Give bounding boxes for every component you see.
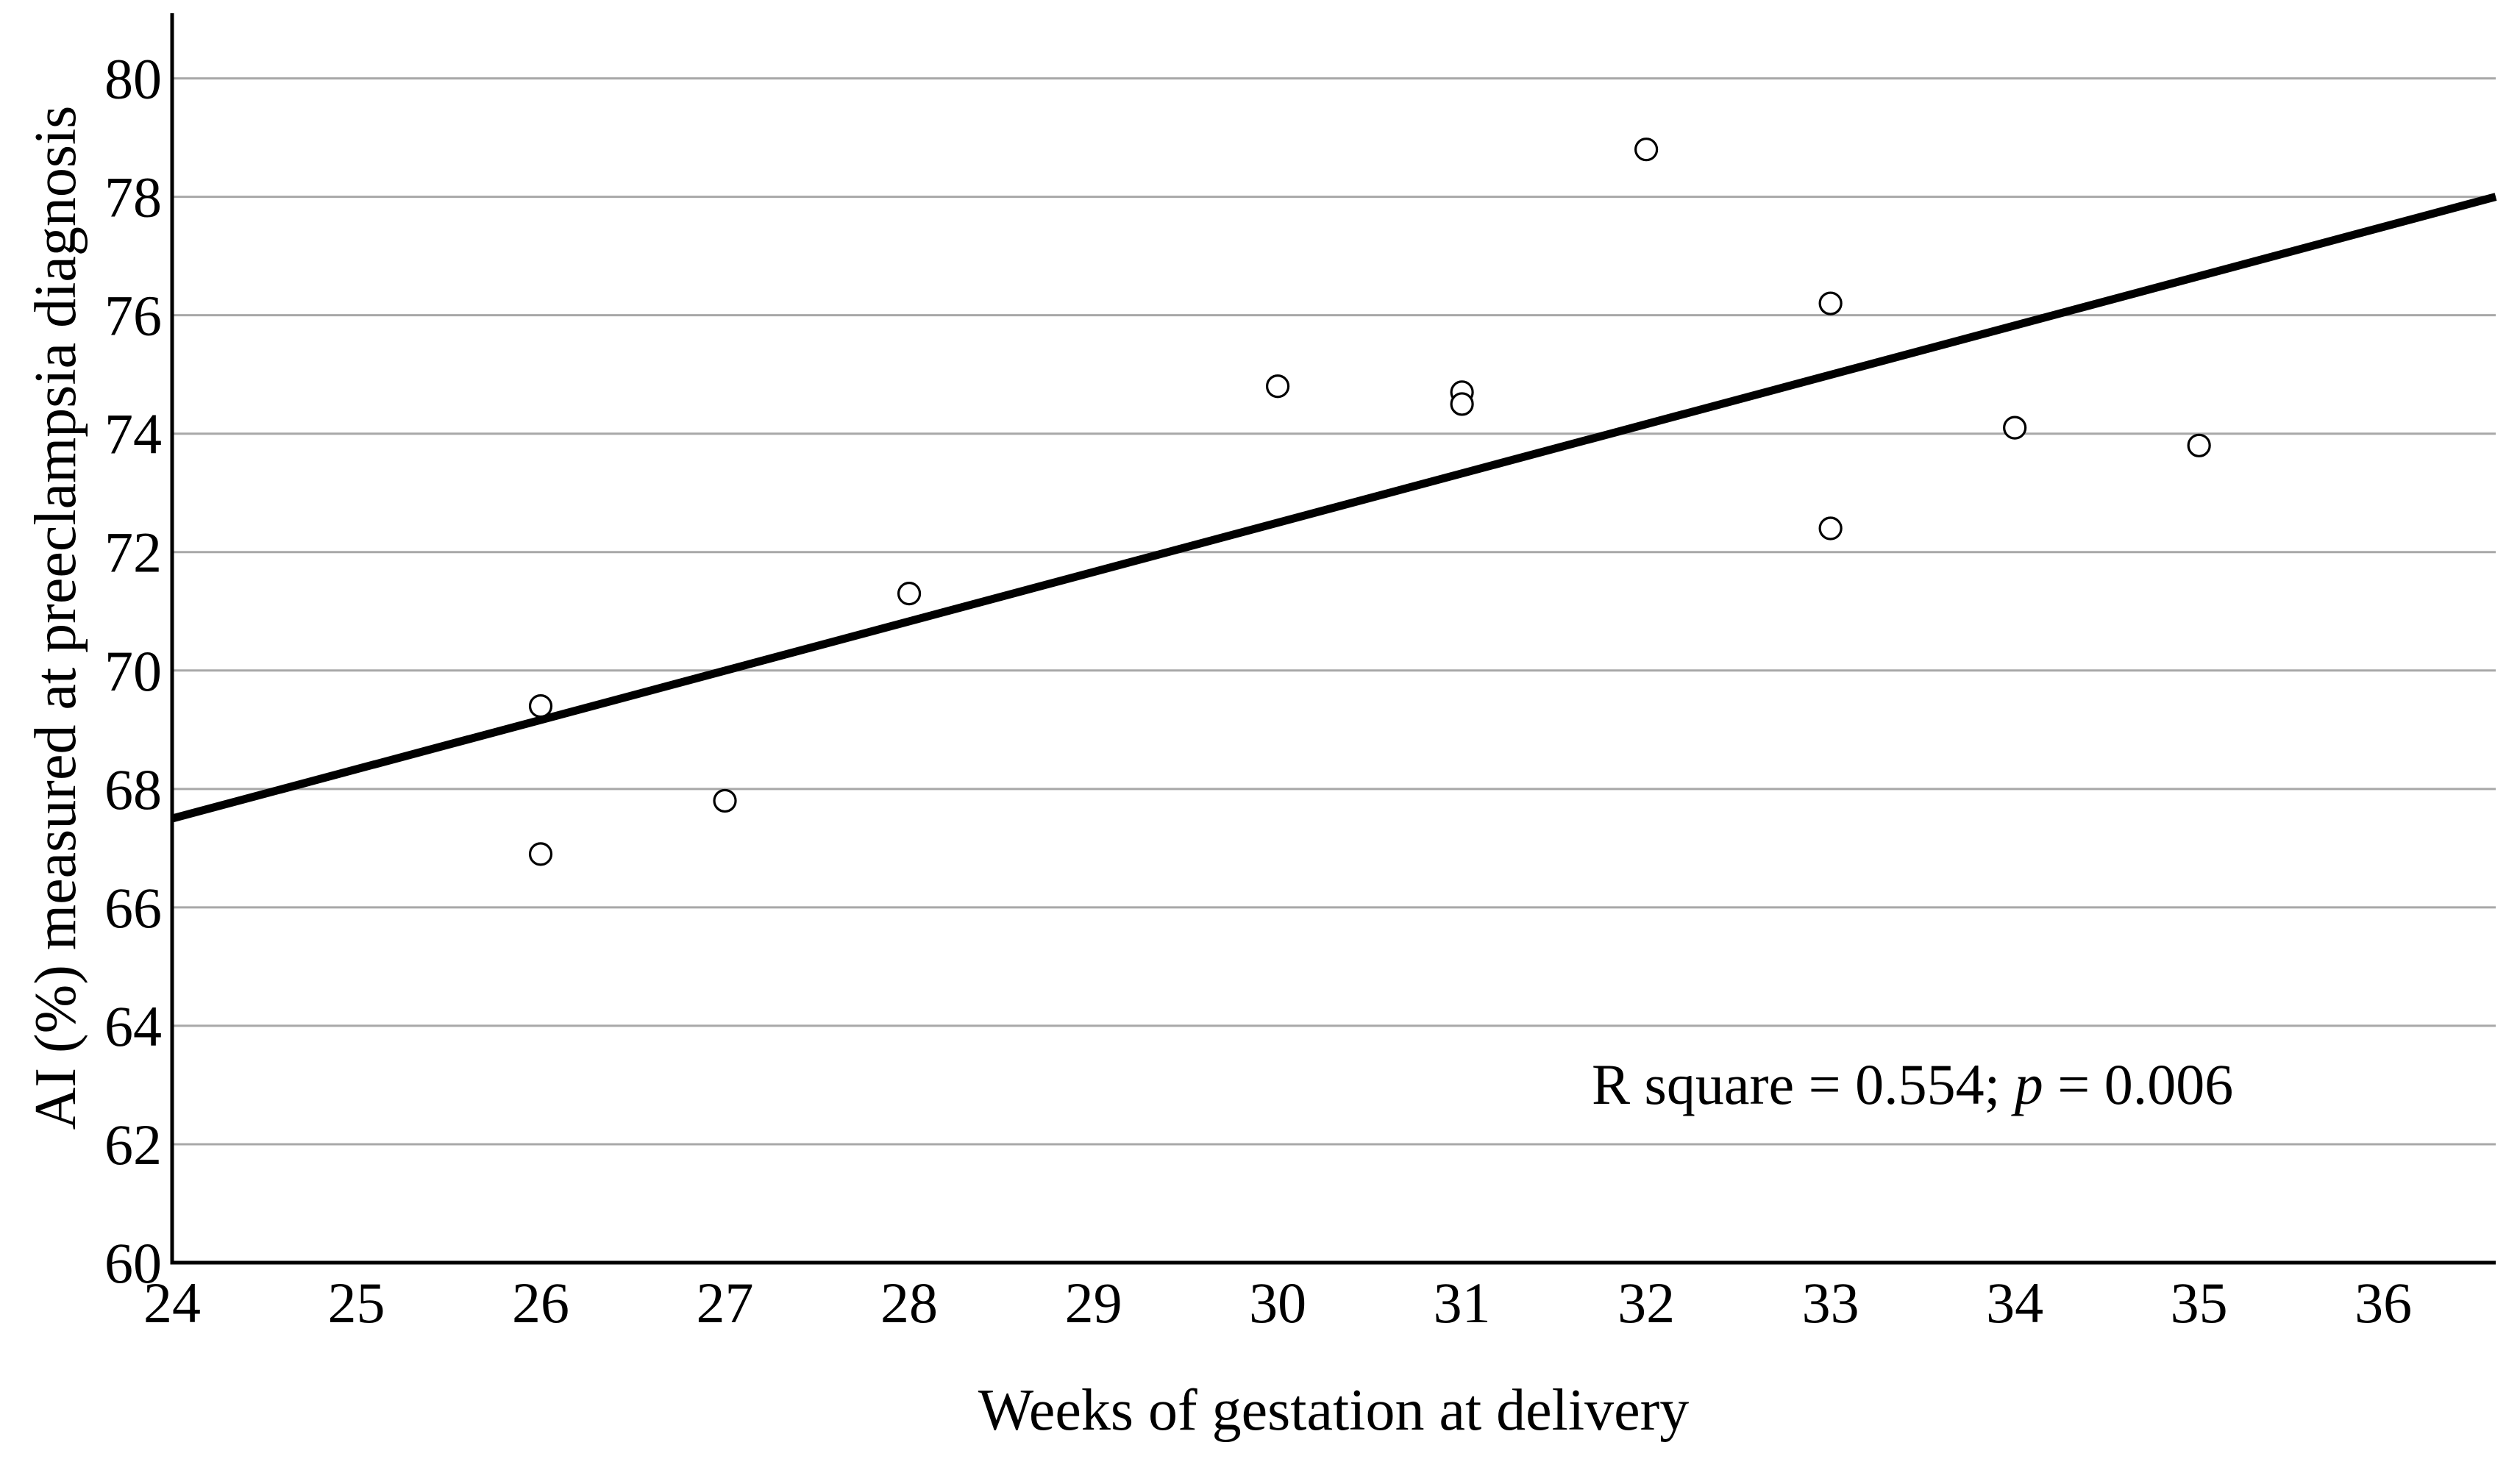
x-tick-label-28: 28 — [880, 1271, 938, 1335]
data-point-1 — [528, 842, 553, 866]
x-tick-label-34: 34 — [1986, 1271, 2043, 1335]
x-tick-label-25: 25 — [328, 1271, 385, 1335]
x-tick-label-26: 26 — [512, 1271, 569, 1335]
y-tick-label-80: 80 — [104, 47, 162, 111]
data-point-4 — [1265, 374, 1290, 399]
x-tick-label-29: 29 — [1065, 1271, 1122, 1335]
x-tick-label-36: 36 — [2355, 1271, 2412, 1335]
y-tick-label-64: 64 — [104, 994, 162, 1058]
x-tick-label-33: 33 — [1802, 1271, 1859, 1335]
data-point-9 — [1818, 516, 1843, 541]
data-point-2 — [713, 788, 737, 813]
x-tick-label-31: 31 — [1434, 1271, 1491, 1335]
x-tick-label-24: 24 — [143, 1271, 201, 1335]
data-point-7 — [1634, 138, 1659, 162]
y-tick-label-68: 68 — [104, 757, 162, 821]
x-axis-title: Weeks of gestation at delivery — [978, 1378, 1690, 1443]
y-tick-label-72: 72 — [104, 521, 162, 585]
annotation-p-value-text: = 0.006 — [2043, 1052, 2234, 1116]
x-tick-label-32: 32 — [1617, 1271, 1675, 1335]
y-tick-label-74: 74 — [104, 402, 162, 466]
y-tick-label-78: 78 — [104, 165, 162, 229]
data-point-11 — [2187, 433, 2211, 457]
x-tick-label-30: 30 — [1249, 1271, 1306, 1335]
data-point-6 — [1450, 392, 1474, 416]
x-tick-label-27: 27 — [697, 1271, 754, 1335]
regression-line — [171, 193, 2497, 823]
y-tick-label-70: 70 — [104, 639, 162, 703]
y-tick-label-60: 60 — [104, 1231, 162, 1295]
data-point-0 — [528, 693, 553, 718]
data-point-3 — [897, 582, 922, 606]
x-tick-label-35: 35 — [2171, 1271, 2228, 1335]
y-tick-label-62: 62 — [104, 1113, 162, 1177]
y-tick-label-66: 66 — [104, 876, 162, 940]
stats-annotation: R square = 0.554; p = 0.006 — [1592, 1056, 2233, 1113]
data-point-8 — [1818, 291, 1843, 315]
y-axis-title: AI (%) measured at preeclampsia diagnosi… — [24, 105, 88, 1130]
y-tick-label-76: 76 — [104, 284, 162, 348]
annotation-p-symbol: p — [2014, 1052, 2043, 1116]
data-point-10 — [2003, 415, 2027, 440]
annotation-r-square-text: R square = 0.554; — [1592, 1052, 2015, 1116]
